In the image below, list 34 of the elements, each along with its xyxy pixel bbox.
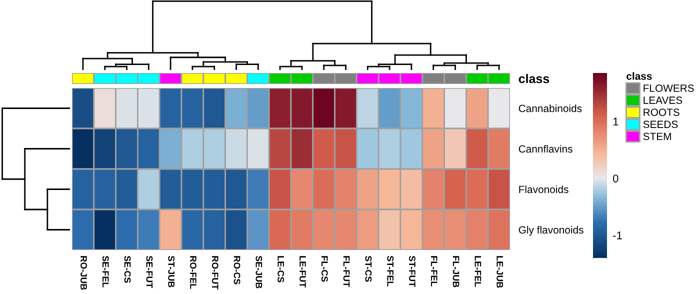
x-tick-label: ST-CS <box>365 256 372 282</box>
y-tick-label: Cannabinoids <box>518 104 582 112</box>
x-tick-label: SE-FUT <box>146 256 153 288</box>
x-tick-label: SE-FEL <box>102 256 109 288</box>
x-tick-label: RO-FUT <box>212 256 218 290</box>
x-tick-label: ST-FUT <box>409 256 416 288</box>
category-label: LEAVES <box>644 96 682 104</box>
color-bar-label: -1 <box>613 232 622 240</box>
color-bar-label: 1 <box>613 118 618 126</box>
x-tick-label: FL-FEL <box>431 256 438 286</box>
category-label: FLOWERS <box>644 84 694 92</box>
x-tick-label: SE-CS <box>124 256 131 283</box>
x-tick-label: RO-CS <box>234 256 240 284</box>
category-label: STEM <box>643 132 671 140</box>
x-tick-label: FL-CS <box>321 256 328 282</box>
y-tick-label: Flavonoids <box>519 185 568 194</box>
x-tick-label: LE-CS <box>278 256 284 282</box>
x-tick-label: LE-JUB <box>496 256 503 288</box>
legend-title: class <box>626 72 652 80</box>
x-tick-label: ST-FEL <box>387 256 394 286</box>
category-label: class <box>518 74 550 84</box>
y-tick-label: Cannflavins <box>518 144 572 153</box>
x-tick-label: LE-FEL <box>474 256 482 287</box>
y-tick-label: Gly flavonoids <box>518 226 584 236</box>
x-tick-label: FL-JUB <box>452 256 460 288</box>
category-label: ROOTS <box>644 108 680 116</box>
x-tick-label: FL-FUT <box>343 256 350 288</box>
x-tick-label: ST-JUB <box>168 256 175 288</box>
category-label: SEEDS <box>643 120 678 128</box>
color-bar-label: 0 <box>612 174 618 182</box>
x-tick-label: SE-JUB <box>256 256 262 288</box>
x-tick-label: LE-FUT <box>300 256 306 288</box>
x-tick-label: RO-FEL <box>190 256 196 289</box>
x-tick-label: RO-JUB <box>80 256 87 290</box>
